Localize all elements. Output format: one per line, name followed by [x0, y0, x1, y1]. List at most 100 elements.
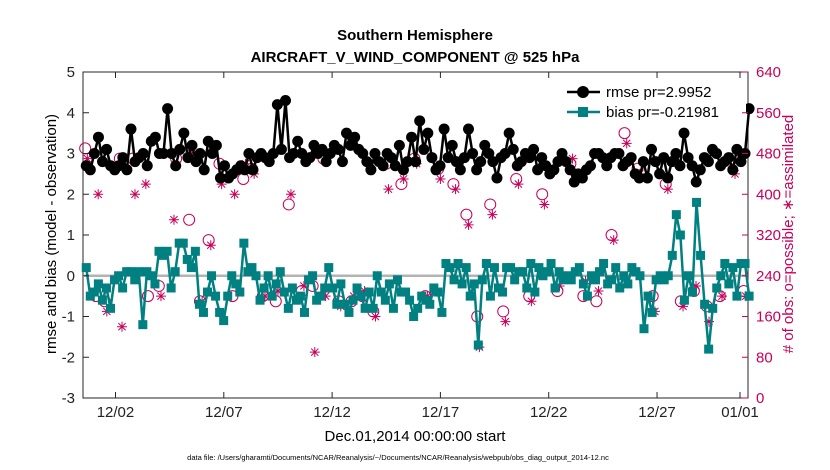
rmse-point — [190, 156, 202, 168]
bias-point — [643, 291, 653, 301]
y-tick-label: 5 — [67, 64, 75, 81]
obs-assimilated-point — [593, 286, 604, 297]
bias-point — [704, 344, 714, 354]
y2-tick-label: 640 — [756, 64, 781, 81]
bias-point — [344, 307, 354, 317]
rmse-point — [361, 156, 373, 168]
obs-assimilated-point — [450, 184, 461, 195]
bias-point — [364, 287, 374, 297]
rmse-point — [84, 164, 96, 176]
rmse-point — [731, 143, 743, 155]
bias-point — [683, 271, 693, 281]
rmse-point — [503, 127, 515, 139]
rmse-point — [389, 160, 401, 172]
obs-assimilated-point — [608, 235, 619, 246]
rmse-point — [743, 103, 755, 115]
bias-point — [477, 275, 487, 285]
bias-point — [162, 246, 172, 256]
y2-axis-label: # of obs: o=possible; ∗=assimilated — [780, 115, 797, 354]
obs-possible-point — [618, 127, 631, 140]
bias-point — [639, 324, 649, 334]
bias-point — [716, 271, 726, 281]
chart-subtitle: AIRCRAFT_V_WIND_COMPONENT @ 525 hPa — [251, 49, 581, 66]
y2-axis-ticks: 0 80 160 240 320 400 480 560 640 — [742, 64, 781, 407]
bias-point — [526, 259, 536, 269]
rmse-point — [454, 164, 466, 176]
rmse-point — [641, 172, 653, 184]
bias-point — [437, 307, 447, 317]
rmse-point — [141, 160, 153, 172]
bias-point — [469, 279, 479, 289]
rmse-point — [247, 164, 259, 176]
rmse-point — [532, 164, 544, 176]
bias-point — [554, 267, 564, 277]
plot-frame — [82, 71, 749, 399]
rmse-point — [336, 156, 348, 168]
obs-possible-point — [141, 290, 154, 303]
rmse-point — [97, 156, 109, 168]
bias-point — [700, 299, 710, 309]
bias-point — [316, 291, 326, 301]
y2-tick-label: 560 — [756, 105, 781, 122]
rmse-point — [377, 160, 389, 172]
rmse-point — [280, 95, 292, 107]
bias-point — [340, 299, 350, 309]
obs-assimilated-point — [129, 189, 140, 200]
bias-point — [445, 263, 455, 273]
bias-point — [663, 271, 673, 281]
bias-point — [522, 283, 532, 293]
rmse-point — [88, 148, 100, 159]
obs-assimilated-point — [229, 189, 240, 200]
rmse-point — [422, 127, 434, 139]
rmse-point — [678, 127, 690, 139]
obs-assimilated-point — [435, 173, 446, 184]
bias-point — [611, 263, 621, 273]
bias-point — [574, 263, 584, 273]
bias-point — [202, 287, 212, 297]
bias-point — [510, 275, 520, 285]
legend-background — [560, 80, 746, 124]
obs-assimilated-point — [205, 240, 216, 251]
obs-assimilated-point — [93, 189, 104, 200]
bias-point — [81, 263, 91, 273]
bias-point — [692, 197, 702, 207]
bias-point — [101, 283, 111, 293]
rmse-point — [601, 160, 613, 172]
obs-assimilated-point — [359, 286, 370, 297]
x-tick-label: 12/27 — [638, 404, 676, 421]
bias-point — [542, 267, 552, 277]
bias-point — [647, 307, 657, 317]
bias-point — [413, 303, 423, 313]
bias-point — [388, 303, 398, 313]
rmse-point — [101, 143, 113, 155]
rmse-point — [650, 156, 662, 168]
rmse-point — [324, 148, 336, 159]
y2-tick-label: 0 — [756, 390, 764, 407]
x-axis-label: Dec.01,2014 00:00:00 start — [325, 428, 507, 445]
bias-point — [89, 287, 99, 297]
obs-assimilated-point — [678, 301, 689, 312]
obs-assimilated-point — [383, 184, 394, 195]
x-tick-label: 12/02 — [97, 404, 135, 421]
bias-point — [348, 295, 358, 305]
rmse-point — [275, 143, 287, 155]
bias-point — [453, 259, 463, 269]
rmse-point — [186, 139, 198, 151]
bias-point — [481, 259, 491, 269]
rmse-point — [369, 148, 381, 159]
bias-point — [170, 267, 180, 277]
bias-point — [267, 291, 277, 301]
bias-point — [615, 283, 625, 293]
bias-point — [271, 279, 281, 289]
rmse-point — [491, 172, 503, 184]
footnote: data file: /Users/gharamti/Documents/NCA… — [187, 453, 609, 462]
bias-point — [728, 263, 738, 273]
bias-point — [134, 267, 144, 277]
rmse-point — [686, 160, 698, 172]
y-tick-label: 4 — [67, 105, 75, 122]
rmse-point — [194, 148, 206, 159]
bias-point — [194, 299, 204, 309]
legend-rmse-marker — [577, 86, 589, 98]
rmse-point — [410, 156, 422, 168]
